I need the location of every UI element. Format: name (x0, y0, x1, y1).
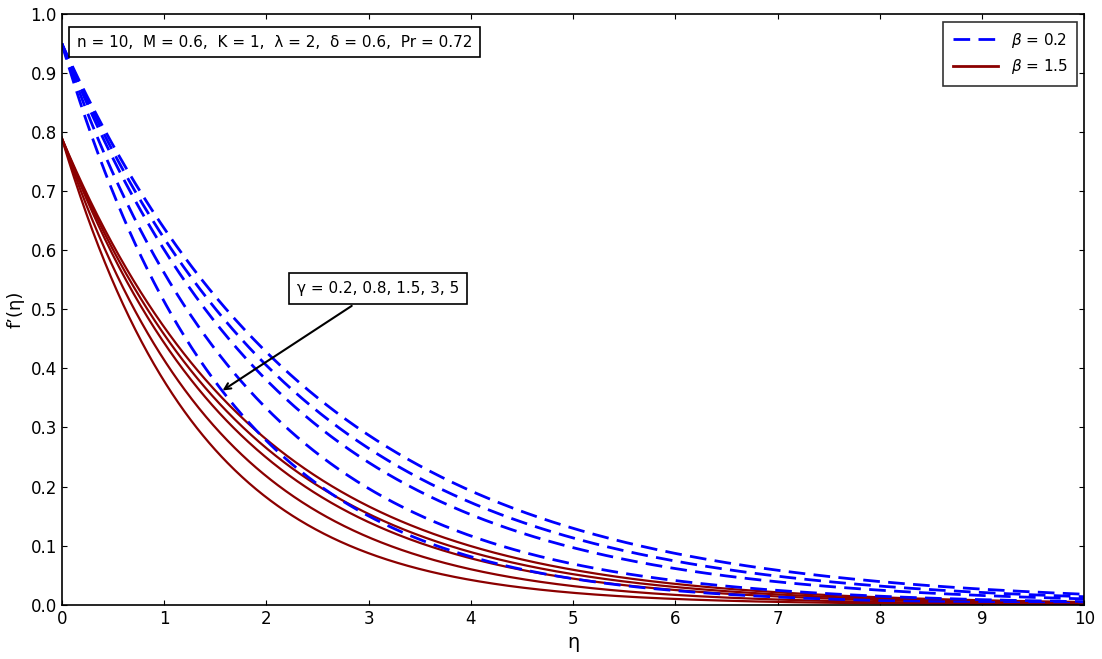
X-axis label: η: η (568, 633, 580, 652)
Legend: $\beta$ = 0.2, $\beta$ = 1.5: $\beta$ = 0.2, $\beta$ = 1.5 (943, 22, 1077, 86)
Y-axis label: f’(η): f’(η) (7, 291, 25, 328)
Text: n = 10,  M = 0.6,  K = 1,  λ = 2,  δ = 0.6,  Pr = 0.72: n = 10, M = 0.6, K = 1, λ = 2, δ = 0.6, … (77, 35, 473, 49)
Text: γ = 0.2, 0.8, 1.5, 3, 5: γ = 0.2, 0.8, 1.5, 3, 5 (225, 281, 460, 389)
